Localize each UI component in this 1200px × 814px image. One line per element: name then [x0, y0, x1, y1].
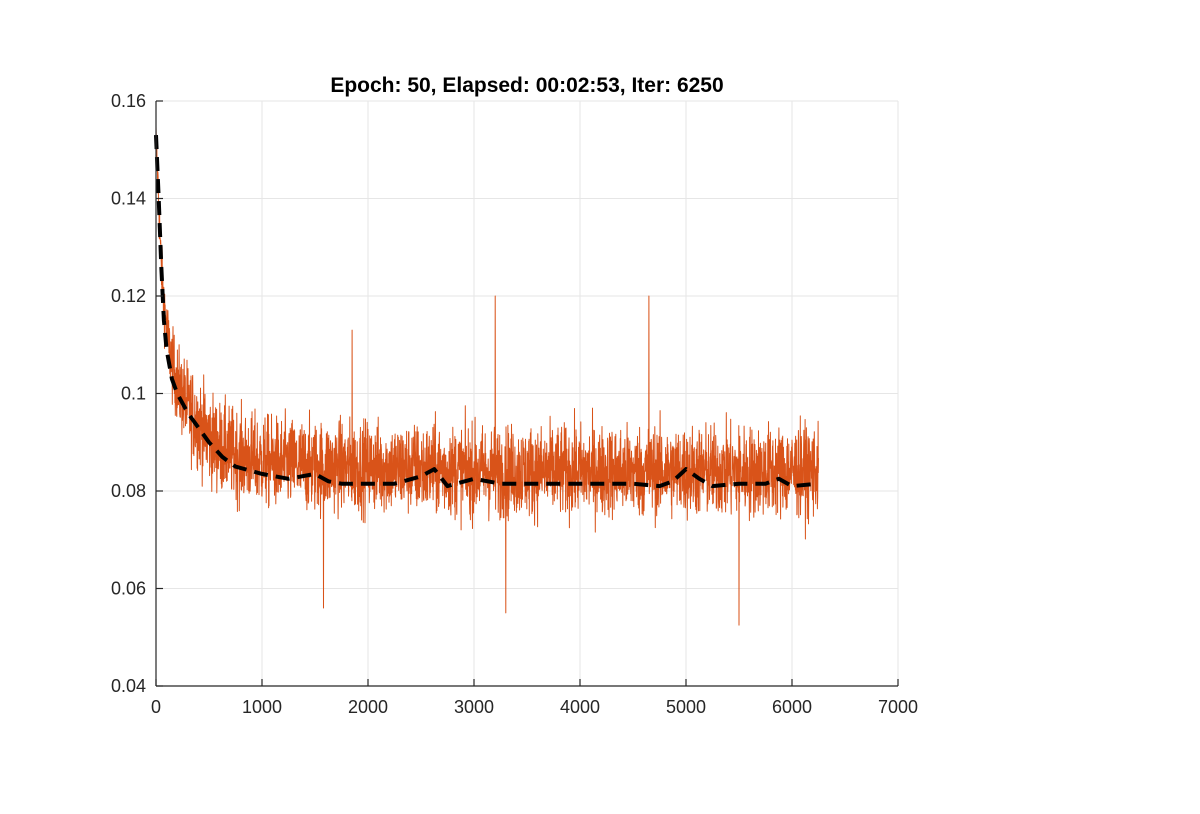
smoothed-loss-series-line — [154, 135, 819, 489]
y-axis-ticks: 0.04 0.06 0.08 0.1 0.12 0.14 0.16 — [111, 91, 163, 696]
y-tick-label: 0.14 — [111, 189, 146, 209]
x-tick-label: 5000 — [666, 697, 706, 717]
x-tick-label: 3000 — [454, 697, 494, 717]
y-tick-label: 0.1 — [121, 384, 146, 404]
chart-title: Epoch: 50, Elapsed: 00:02:53, Iter: 6250 — [330, 74, 723, 97]
y-tick-label: 0.04 — [111, 676, 146, 696]
plot-area — [154, 126, 819, 626]
x-tick-label: 1000 — [242, 697, 282, 717]
x-tick-label: 0 — [151, 697, 161, 717]
x-tick-label: 4000 — [560, 697, 600, 717]
y-tick-label: 0.16 — [111, 91, 146, 111]
x-tick-label: 2000 — [348, 697, 388, 717]
y-tick-label: 0.08 — [111, 481, 146, 501]
x-axis-ticks: 0 1000 2000 3000 4000 5000 6000 7000 — [151, 679, 918, 717]
raw-loss-series-line — [155, 126, 819, 626]
x-tick-label: 6000 — [772, 697, 812, 717]
x-tick-label: 7000 — [878, 697, 918, 717]
y-tick-label: 0.12 — [111, 286, 146, 306]
grid-lines — [156, 100, 899, 686]
y-tick-label: 0.06 — [111, 579, 146, 599]
